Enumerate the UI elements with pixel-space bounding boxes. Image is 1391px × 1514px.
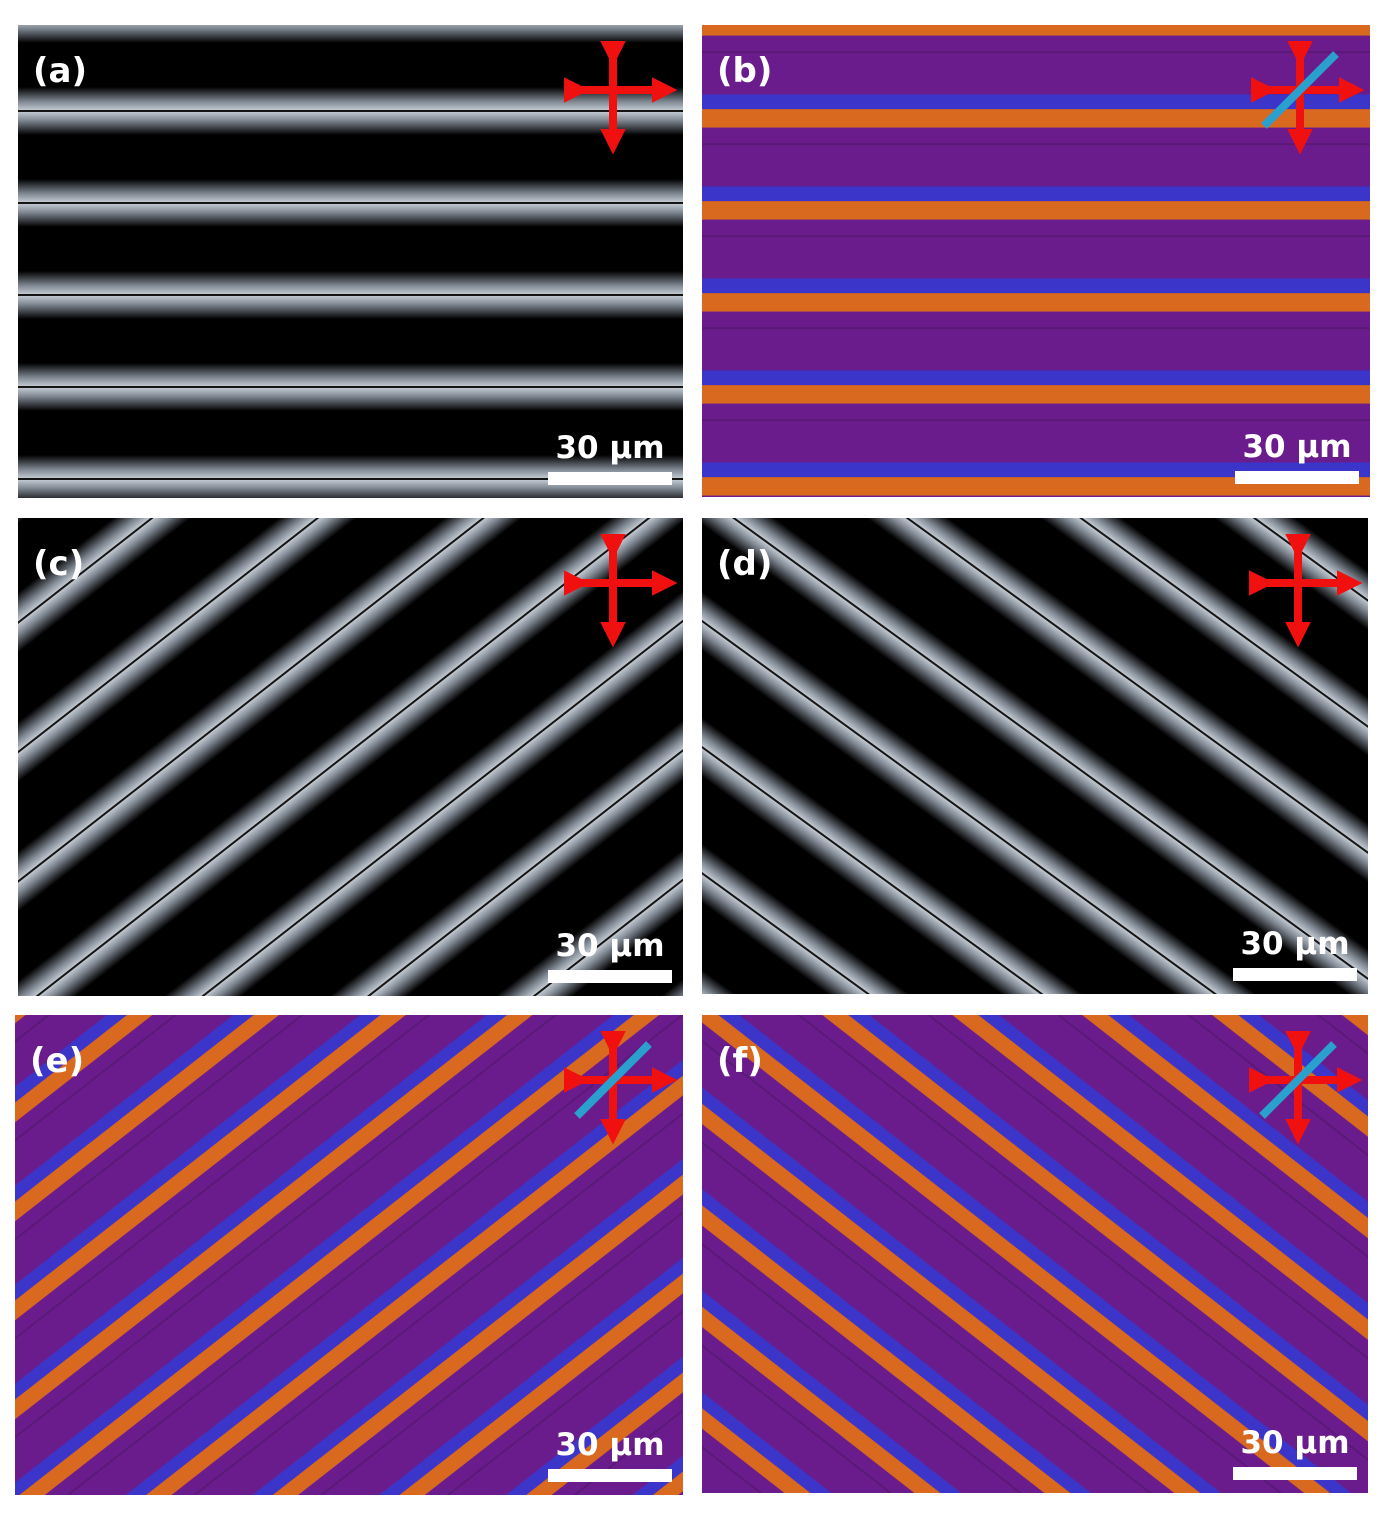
polarizer-cross [563,533,678,648]
panel-label: (e) [30,1041,84,1081]
panel-label: (c) [33,544,84,584]
polarizer-cross [1248,533,1363,648]
scale-bar-label: 30 µm [555,1427,664,1463]
scale-bar [1233,968,1357,981]
panel: (d) 30 µm [702,518,1368,994]
scale-bar [548,970,672,983]
micrograph [18,25,683,498]
waveplate [574,1041,652,1119]
scale-bar [548,472,672,485]
micrograph [702,518,1368,994]
panel: (f) 30 µm [702,1015,1368,1493]
scale-bar-label: 30 µm [1242,429,1351,465]
scale-bar-label: 30 µm [1240,1425,1349,1461]
micrograph [15,1015,683,1495]
panel-label: (b) [717,51,772,91]
micrograph [702,1015,1368,1493]
micrograph [702,25,1370,497]
panel-label: (d) [717,544,772,584]
scale-bar-label: 30 µm [1240,926,1349,962]
panel: (e) 30 µm [15,1015,683,1495]
scale-bar-label: 30 µm [555,928,664,964]
waveplate [1261,51,1339,129]
panel: (a) 30 µm [18,25,683,498]
panel: (b) 30 µm [702,25,1370,497]
panel: (c) 30 µm [18,518,683,996]
panel-label: (a) [33,51,87,91]
micrograph [18,518,683,996]
panel-label: (f) [717,1041,763,1081]
scale-bar-label: 30 µm [555,430,664,466]
waveplate [1259,1041,1337,1119]
polarizer-cross [563,40,678,155]
scale-bar [548,1469,672,1482]
scale-bar [1235,471,1359,484]
scale-bar [1233,1467,1357,1480]
